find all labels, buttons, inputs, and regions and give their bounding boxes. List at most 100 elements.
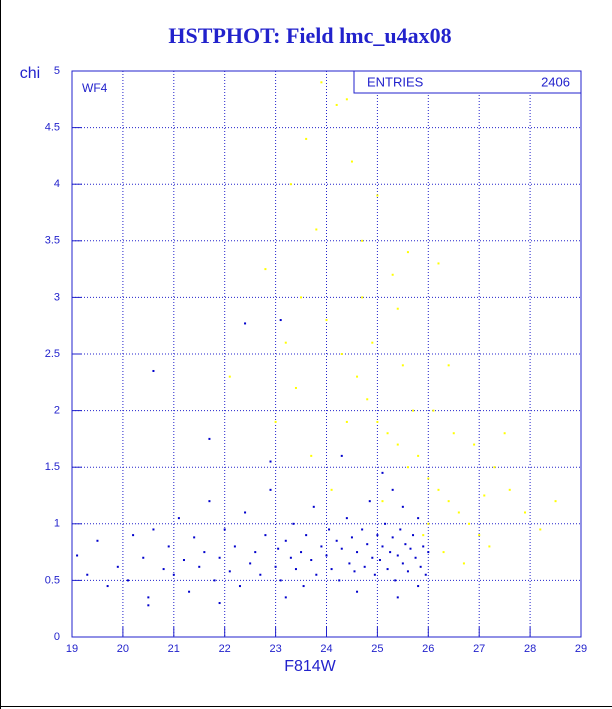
point	[142, 556, 145, 559]
point	[269, 488, 272, 491]
point	[279, 319, 282, 322]
point	[172, 573, 175, 576]
point	[300, 296, 303, 299]
point	[208, 437, 211, 440]
point	[406, 251, 409, 254]
point	[356, 375, 359, 378]
point	[147, 604, 150, 607]
point	[353, 570, 356, 573]
point	[361, 528, 364, 531]
point	[384, 522, 387, 525]
point	[330, 488, 333, 491]
point	[422, 534, 425, 537]
point	[274, 420, 277, 423]
point	[116, 565, 119, 568]
point	[409, 547, 412, 550]
point	[152, 369, 155, 372]
point	[447, 364, 450, 367]
point	[394, 579, 397, 582]
point	[198, 565, 201, 568]
y-tick-label: 1.5	[45, 461, 60, 473]
point	[96, 539, 99, 542]
point	[340, 547, 343, 550]
point	[401, 505, 404, 508]
x-tick-label: 24	[320, 643, 332, 655]
x-tick-label: 29	[575, 643, 587, 655]
point	[389, 551, 392, 554]
point	[368, 500, 371, 503]
point	[396, 596, 399, 599]
point	[462, 562, 465, 565]
y-tick-label: 2	[54, 405, 60, 417]
x-tick-label: 27	[473, 643, 485, 655]
point	[350, 160, 353, 163]
point	[203, 551, 206, 554]
point	[401, 562, 404, 565]
point	[340, 353, 343, 355]
point	[315, 573, 318, 576]
point	[412, 409, 415, 412]
point	[381, 500, 384, 503]
y-tick-label: 1	[54, 518, 60, 530]
x-axis-label: F814W	[284, 658, 336, 675]
x-tick-label: 21	[168, 643, 180, 655]
point	[294, 386, 297, 389]
point	[554, 500, 557, 503]
point	[412, 534, 415, 537]
point	[259, 573, 262, 576]
point	[233, 545, 236, 548]
point	[483, 494, 486, 497]
point	[417, 454, 420, 457]
point	[417, 585, 420, 588]
point	[432, 409, 435, 412]
x-tick-label: 20	[117, 643, 129, 655]
point	[376, 534, 379, 537]
point	[182, 559, 185, 562]
point	[478, 534, 481, 537]
point	[396, 307, 399, 310]
point	[503, 432, 506, 435]
point	[244, 511, 247, 514]
point	[126, 579, 129, 582]
point	[376, 420, 379, 423]
point	[177, 517, 180, 520]
point	[366, 398, 369, 401]
point	[292, 522, 295, 525]
point	[419, 565, 422, 568]
point	[442, 551, 445, 554]
point	[218, 556, 221, 559]
y-tick-label: 4	[54, 178, 60, 190]
point	[162, 568, 165, 571]
x-tick-label: 19	[66, 643, 78, 655]
point	[335, 539, 338, 542]
point	[493, 466, 496, 469]
point	[452, 432, 455, 435]
stats-label: ENTRIES	[367, 74, 424, 89]
point	[310, 559, 313, 562]
point	[406, 466, 409, 469]
stats-box	[353, 70, 582, 94]
point	[401, 364, 404, 367]
point	[539, 528, 542, 531]
point	[274, 565, 277, 568]
point	[254, 551, 257, 554]
point	[328, 528, 331, 531]
chart-title: HSTPHOT: Field lmc_u4ax08	[168, 23, 451, 48]
y-tick-label: 3.5	[45, 235, 60, 247]
point	[417, 517, 420, 520]
point	[473, 443, 476, 446]
point	[244, 322, 247, 325]
point	[356, 551, 359, 554]
point	[300, 551, 303, 554]
point	[348, 562, 351, 565]
point	[508, 488, 511, 491]
point	[391, 273, 394, 276]
point	[366, 543, 369, 546]
point	[361, 296, 364, 299]
point	[167, 545, 170, 548]
point	[294, 568, 297, 571]
point	[193, 536, 196, 539]
point	[279, 579, 282, 582]
point	[396, 554, 399, 557]
